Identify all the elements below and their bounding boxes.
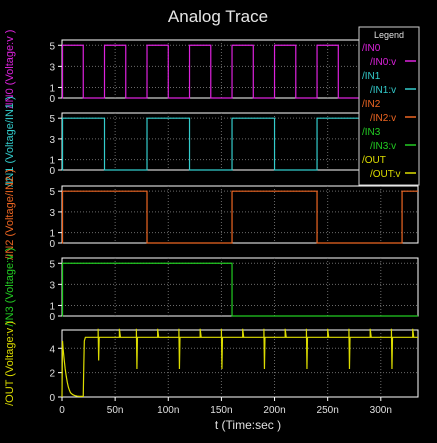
y-axis-label-1: /IN0 (Voltage:v ) <box>4 30 16 109</box>
x-tick-label: 300n <box>370 405 392 416</box>
y-tick-label: 5 <box>49 41 55 52</box>
y-tick-label: 0 <box>49 312 55 323</box>
x-tick-label: 50n <box>107 405 124 416</box>
x-axis-label: t (Time:sec ) <box>215 418 281 432</box>
y-tick-label: 3 <box>49 62 55 73</box>
legend-group-label: /IN2 <box>362 99 381 110</box>
x-tick-label: 250n <box>317 405 339 416</box>
legend-title: Legend <box>374 30 404 40</box>
y-tick-label: 0 <box>49 393 55 404</box>
y-tick-label: 0 <box>49 166 55 177</box>
series-line-outv <box>61 328 418 398</box>
legend-entry-label: /IN0:v <box>370 57 396 68</box>
y-tick-label: 0 <box>49 239 55 250</box>
series-line-in3v <box>61 262 418 317</box>
chart-title: Analog Trace <box>168 7 268 26</box>
plot-panel-5: 0 2 4/OUT (Voltage:v ) <box>4 321 419 406</box>
y-tick-label: 1 <box>49 301 55 312</box>
y-tick-label: 1 <box>49 83 55 94</box>
legend-entry-label: /IN3:v <box>370 141 396 152</box>
y-tick-label: 5 <box>49 259 55 270</box>
legend-group-label: /IN0 <box>362 43 381 54</box>
y-tick-label: 0 <box>49 94 55 105</box>
y-axis-label-3: /IN2 (Voltage/IN2 ) <box>4 169 16 260</box>
y-tick-label: 3 <box>49 135 55 146</box>
legend-entry-label: /OUT:v <box>370 169 401 180</box>
y-tick-label: 2 <box>49 369 55 380</box>
legend-box <box>358 26 420 186</box>
x-tick-label: 100n <box>157 405 179 416</box>
y-tick-label: 1 <box>49 229 55 240</box>
y-axis-label-5: /OUT (Voltage:v ) <box>4 321 16 406</box>
plot-panel-1: 01 3 5/IN0 (Voltage:v ) <box>4 30 419 109</box>
legend-entry-label: /IN1:v <box>370 85 396 96</box>
y-tick-label: 5 <box>49 114 55 125</box>
plot-panel-4: 01 3 5/IN3 (Voltage:v ) <box>4 248 419 327</box>
x-axis: 0 50n 100n 150n 200n 250n 300n <box>59 397 392 416</box>
series-line-in2v <box>61 190 418 244</box>
legend-group-label: /OUT <box>362 155 386 166</box>
x-tick-label: 150n <box>210 405 232 416</box>
y-tick-label: 4 <box>49 344 55 355</box>
y-tick-label: 1 <box>49 156 55 167</box>
y-tick-label: 3 <box>49 280 55 291</box>
legend-group-label: /IN1 <box>362 71 381 82</box>
legend-group-label: /IN3 <box>362 127 381 138</box>
legend-entry-label: /IN2:v <box>370 113 396 124</box>
y-axis-label-4: /IN3 (Voltage:v ) <box>4 248 16 327</box>
x-tick-label: 200n <box>263 405 285 416</box>
legend[interactable]: Legend/IN0/IN0:v/IN1/IN1:v/IN2/IN2:v/IN3… <box>358 26 420 186</box>
y-tick-label: 5 <box>49 187 55 198</box>
y-tick-label: 3 <box>49 208 55 219</box>
y-axis-label-2: /IN1 (Voltage/IN1 ) <box>4 96 16 187</box>
x-tick-label: 0 <box>59 405 65 416</box>
